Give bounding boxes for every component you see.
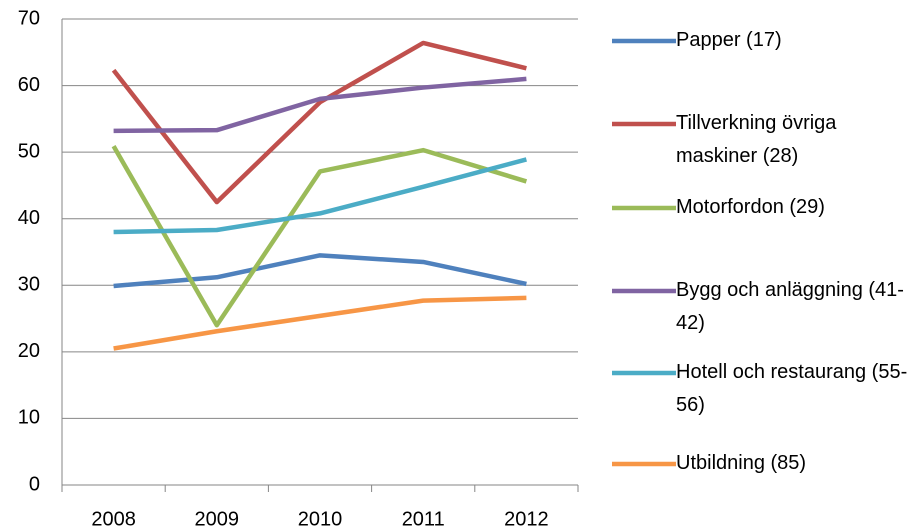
y-tick-label: 50 [18, 140, 40, 162]
series-line [111, 145, 528, 328]
series-line [111, 40, 527, 205]
legend-label: Utbildning (85) [676, 452, 807, 474]
x-tick-label: 2011 [402, 508, 445, 530]
y-tick-label: 40 [18, 207, 40, 229]
y-tick-label: 20 [18, 340, 40, 362]
legend-label: Tillverkning övriga maskiner (28) [676, 112, 837, 167]
y-tick-label: 0 [29, 473, 40, 495]
x-tick-label: 2008 [91, 508, 136, 530]
series-line [113, 157, 527, 235]
y-tick-label: 70 [18, 7, 40, 29]
series-line [113, 76, 527, 134]
y-tick-label: 10 [18, 407, 40, 429]
x-tick-label: 2009 [195, 508, 240, 530]
legend-label: Bygg och anläggning (41-42) [676, 279, 904, 334]
x-tick-label: 2010 [298, 508, 343, 530]
y-tick-label: 30 [18, 274, 40, 296]
legend-label: Motorfordon (29) [676, 196, 825, 218]
legend-label: Hotell och restaurang (55-56) [676, 361, 908, 416]
x-tick-label: 2012 [504, 508, 549, 530]
series-line [113, 295, 527, 351]
y-tick-label: 60 [18, 74, 40, 96]
legend-label: Papper (17) [676, 29, 782, 51]
series-line [113, 253, 527, 289]
